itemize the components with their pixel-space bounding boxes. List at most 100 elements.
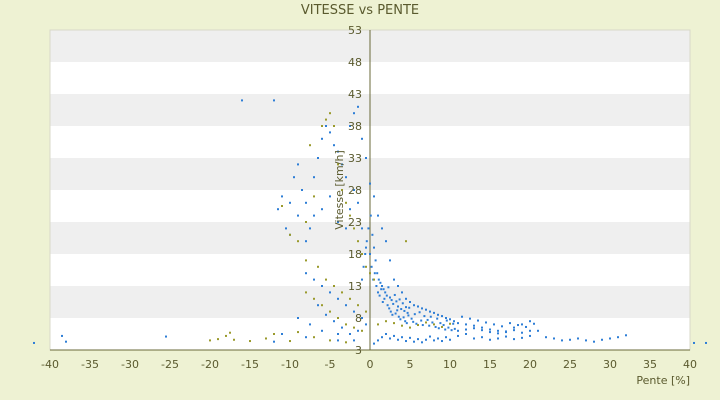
data-point-series-1	[387, 286, 390, 289]
data-point-series-1	[393, 278, 395, 281]
data-point-series-2	[353, 227, 355, 230]
data-point-series-1	[585, 339, 587, 342]
data-point-series-1	[289, 201, 291, 204]
data-point-series-1	[425, 308, 427, 311]
data-point-series-1	[473, 324, 475, 327]
data-point-series-1	[577, 337, 579, 340]
data-point-series-1	[361, 278, 363, 281]
data-point-series-1	[442, 324, 445, 327]
x-tick-label: -25	[161, 358, 179, 371]
data-point-series-1	[365, 157, 367, 159]
data-point-series-1	[413, 304, 415, 307]
data-point-series-1	[353, 112, 355, 115]
data-point-series-2	[325, 278, 327, 281]
data-point-series-1	[405, 340, 407, 343]
x-tick-label: -5	[325, 358, 336, 371]
data-point-series-1	[378, 294, 381, 297]
data-point-series-1	[361, 317, 363, 319]
data-point-series-1	[421, 307, 423, 310]
data-point-series-1	[309, 227, 311, 230]
x-tick-label: -15	[241, 358, 259, 371]
data-point-series-2	[289, 233, 291, 236]
data-point-series-2	[249, 340, 251, 343]
data-point-series-1	[281, 333, 283, 335]
data-point-series-1	[390, 299, 393, 302]
data-point-series-1	[385, 294, 388, 297]
data-point-series-1	[385, 333, 387, 335]
data-point-series-1	[386, 304, 389, 307]
data-point-series-2	[325, 118, 327, 121]
y-tick-label: 13	[348, 280, 362, 293]
x-tick-label: 25	[563, 358, 577, 371]
data-point-series-1	[529, 334, 531, 337]
data-point-series-1	[465, 328, 467, 331]
data-point-series-1	[377, 339, 379, 342]
data-point-series-1	[489, 338, 491, 341]
data-point-series-1	[273, 340, 275, 343]
data-point-series-1	[409, 336, 411, 339]
data-point-series-1	[400, 308, 403, 311]
data-point-series-1	[521, 336, 523, 339]
data-point-series-1	[418, 311, 421, 314]
data-point-series-2	[377, 323, 379, 326]
data-point-series-2	[333, 125, 335, 127]
data-point-series-1	[361, 227, 363, 230]
data-point-series-2	[341, 291, 343, 294]
data-point-series-1	[439, 322, 442, 325]
data-point-series-1	[420, 319, 423, 322]
x-tick-label: 15	[483, 358, 497, 371]
x-tick-label: -35	[81, 358, 99, 371]
data-point-series-1	[425, 338, 427, 341]
data-point-series-1	[489, 331, 491, 334]
data-point-series-1	[391, 313, 394, 316]
data-point-series-1	[377, 278, 380, 281]
data-point-series-1	[421, 341, 423, 344]
data-point-series-1	[377, 214, 379, 217]
data-point-series-1	[345, 304, 347, 307]
data-point-series-1	[165, 335, 167, 338]
data-point-series-1	[381, 301, 384, 303]
data-point-series-1	[601, 338, 603, 341]
data-point-series-1	[398, 298, 401, 301]
data-point-series-2	[217, 338, 219, 341]
data-point-series-1	[429, 335, 431, 338]
data-point-series-1	[309, 323, 311, 326]
data-point-series-1	[353, 310, 355, 313]
data-point-series-1	[513, 326, 515, 329]
data-point-series-2	[229, 331, 231, 334]
data-point-series-1	[465, 333, 467, 335]
data-point-series-1	[481, 329, 483, 332]
data-point-series-1	[393, 293, 396, 296]
data-point-series-1	[305, 336, 307, 339]
data-point-series-2	[349, 214, 351, 217]
y-tick-label: 43	[348, 88, 362, 101]
data-point-series-1	[382, 288, 385, 291]
data-point-series-1	[392, 302, 395, 305]
data-point-series-1	[445, 317, 447, 319]
data-point-series-1	[481, 326, 483, 329]
data-point-series-1	[277, 208, 279, 211]
data-point-series-1	[305, 272, 307, 275]
data-point-series-1	[394, 312, 397, 315]
data-point-series-1	[365, 246, 367, 249]
data-point-series-1	[349, 333, 351, 335]
data-point-series-1	[385, 240, 387, 243]
data-point-series-1	[429, 310, 431, 313]
data-point-series-1	[321, 137, 323, 140]
data-point-series-2	[441, 325, 443, 328]
data-point-series-1	[457, 334, 459, 337]
data-point-series-2	[225, 334, 227, 337]
data-point-series-2	[349, 297, 351, 300]
data-point-series-2	[417, 324, 419, 327]
data-point-series-1	[421, 324, 424, 327]
x-tick-label: 0	[367, 358, 374, 371]
data-point-series-1	[401, 302, 404, 305]
x-tick-label: 10	[443, 358, 457, 371]
data-point-series-2	[357, 304, 359, 307]
data-point-series-2	[365, 310, 367, 313]
data-point-series-2	[337, 317, 339, 319]
data-point-series-1	[521, 323, 523, 326]
data-point-series-1	[396, 309, 399, 312]
data-point-series-1	[273, 99, 275, 102]
data-point-series-1	[381, 227, 383, 230]
